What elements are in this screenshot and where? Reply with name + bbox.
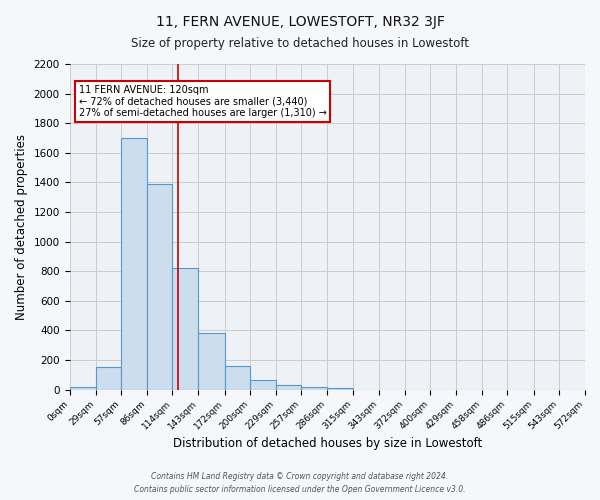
Bar [70, 386, 95, 390]
Bar [95, 366, 121, 390]
Bar [301, 386, 327, 390]
X-axis label: Distribution of detached houses by size in Lowestoft: Distribution of detached houses by size … [173, 437, 482, 450]
Bar [147, 184, 172, 390]
Bar [199, 334, 224, 390]
Text: Contains HM Land Registry data © Crown copyright and database right 2024.
Contai: Contains HM Land Registry data © Crown c… [134, 472, 466, 494]
Bar [121, 138, 147, 390]
Bar [172, 268, 199, 390]
Bar [276, 385, 301, 390]
Bar [327, 388, 353, 390]
Text: Size of property relative to detached houses in Lowestoft: Size of property relative to detached ho… [131, 38, 469, 51]
Bar [250, 380, 276, 390]
Y-axis label: Number of detached properties: Number of detached properties [15, 134, 28, 320]
Text: 11, FERN AVENUE, LOWESTOFT, NR32 3JF: 11, FERN AVENUE, LOWESTOFT, NR32 3JF [155, 15, 445, 29]
Bar [224, 366, 250, 390]
Text: 11 FERN AVENUE: 120sqm
← 72% of detached houses are smaller (3,440)
27% of semi-: 11 FERN AVENUE: 120sqm ← 72% of detached… [79, 84, 326, 118]
